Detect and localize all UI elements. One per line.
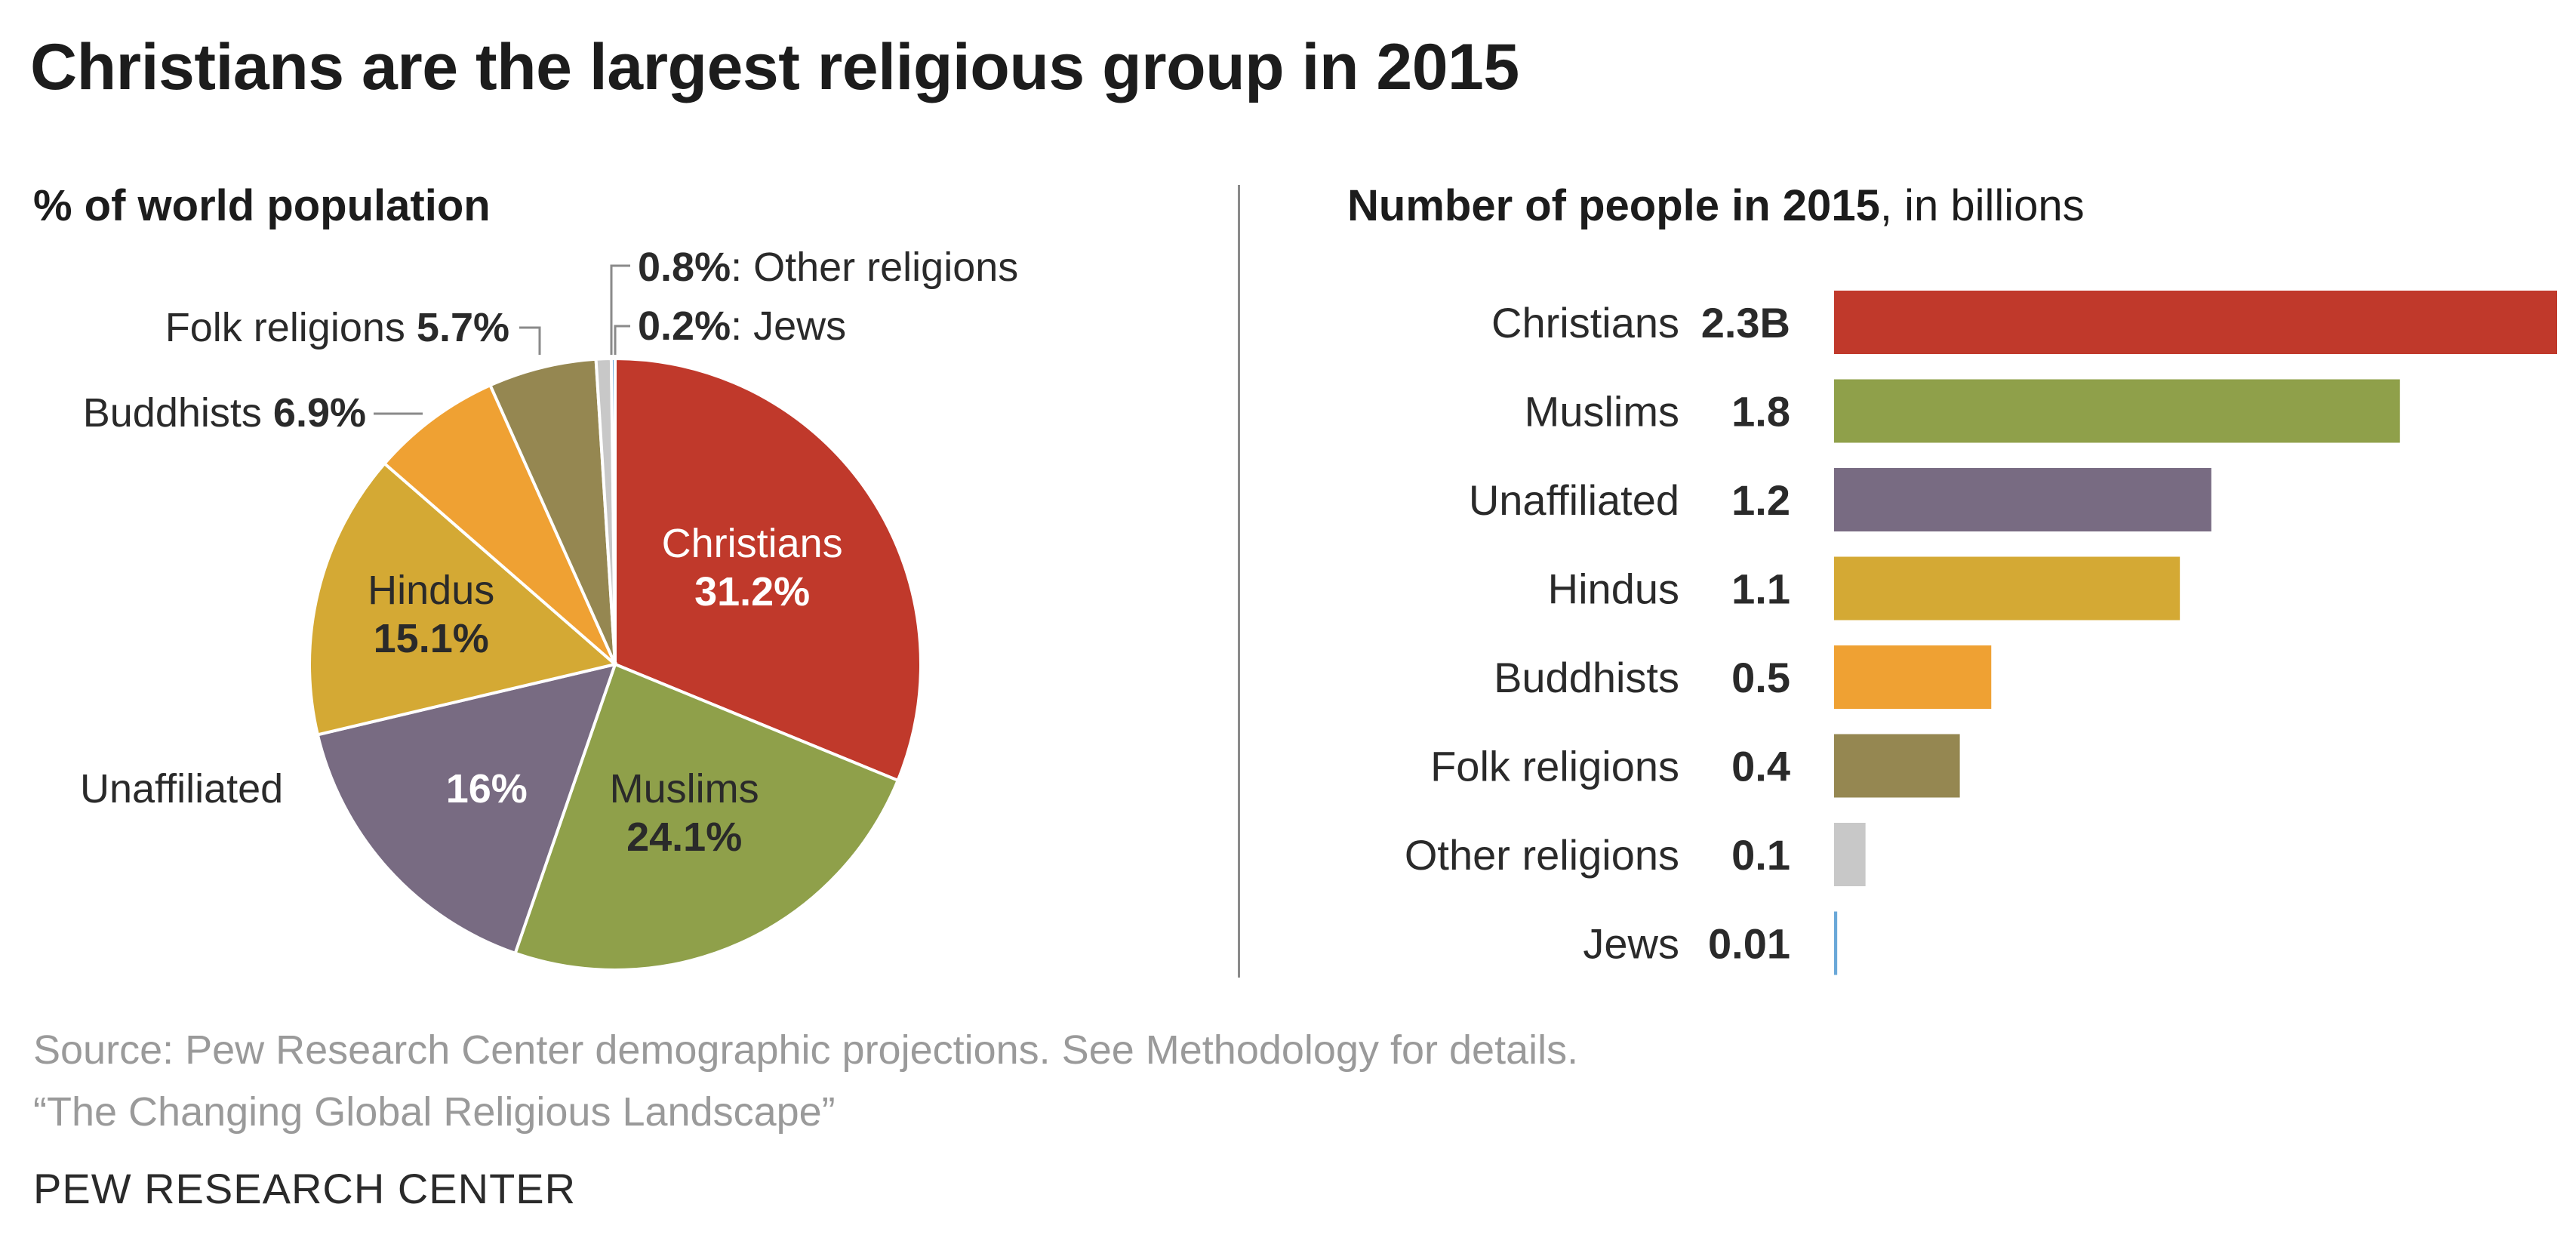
pie-label-name-1: Muslims	[610, 766, 759, 811]
bar-christians	[1834, 291, 2557, 354]
pie-label-name-3: Hindus	[368, 568, 494, 613]
bar-category-label: Muslims	[1525, 388, 1679, 436]
panel-divider	[1238, 185, 1240, 978]
bar-value-label: 1.2	[1731, 476, 1790, 524]
bar-jews	[1834, 911, 1838, 975]
bar-other-religions	[1834, 823, 1866, 886]
source-note: Source: Pew Research Center demographic …	[33, 1019, 1578, 1143]
pie-label-buddhists: Buddhists 6.9%	[83, 390, 366, 436]
pie-label-value-2: 16%	[446, 766, 528, 811]
chart-title: Christians are the largest religious gro…	[30, 31, 1519, 103]
bar-chart: Number of people in 2015, in billions Chr…	[1347, 181, 2557, 975]
leader-line	[519, 326, 541, 355]
bar-unaffiliated	[1834, 468, 2211, 531]
pie-label-name-2: Unaffiliated	[80, 766, 283, 811]
pie-label-folk: Folk religions 5.7%	[165, 305, 509, 350]
bar-category-label: Other religions	[1405, 831, 1679, 879]
bar-folk-religions	[1834, 734, 1960, 798]
bar-category-label: Folk religions	[1430, 743, 1679, 790]
pie-slice-christians	[614, 356, 922, 783]
bar-value-label: 0.1	[1731, 831, 1790, 879]
pie-label-name-0: Christians	[662, 521, 843, 566]
pie-slice-jews	[609, 356, 617, 665]
bar-value-label: 2.3B	[1701, 299, 1790, 346]
pie-label-value-0: 31.2%	[694, 569, 810, 614]
bar-value-label: 0.5	[1731, 654, 1790, 701]
bar-value-label: 0.4	[1731, 743, 1790, 790]
pie-slice-muslims	[513, 662, 900, 972]
pie-slice-folk-religions	[488, 357, 617, 665]
bar-category-label: Jews	[1583, 920, 1679, 968]
pie-subtitle: % of world population	[33, 181, 491, 230]
pie-slice-unaffiliated	[315, 662, 618, 956]
bar-category-label: Hindus	[1548, 565, 1679, 613]
footer-brand: PEW RESEARCH CENTER	[33, 1165, 577, 1212]
bar-muslims	[1834, 379, 2400, 443]
bar-subtitle: Number of people in 2015, in billions	[1347, 181, 2085, 230]
pie-label-value-3: 15.1%	[374, 616, 489, 661]
pie-slice-hindus	[308, 461, 619, 737]
source-line-1: Source: Pew Research Center demographic …	[33, 1027, 1579, 1073]
bar-hindus	[1834, 556, 2181, 621]
leader-line	[610, 264, 630, 355]
pie-label-value-1: 24.1%	[626, 815, 742, 860]
bar-category-label: Unaffiliated	[1469, 476, 1679, 524]
bar-buddhists	[1834, 645, 1992, 709]
bar-category-label: Buddhists	[1494, 654, 1679, 701]
source-line-2: “The Changing Global Religious Landscape…	[33, 1089, 836, 1135]
pie-label-jews: 0.2%: Jews	[638, 303, 846, 349]
bar-value-label: 1.8	[1731, 388, 1790, 436]
leader-line	[614, 325, 630, 355]
bar-category-label: Christians	[1491, 299, 1679, 346]
bar-value-label: 0.01	[1708, 920, 1790, 968]
pie-label-other: 0.8%: Other religions	[638, 245, 1018, 290]
bar-value-label: 1.1	[1731, 565, 1790, 613]
pie-slice-buddhists	[382, 383, 617, 666]
